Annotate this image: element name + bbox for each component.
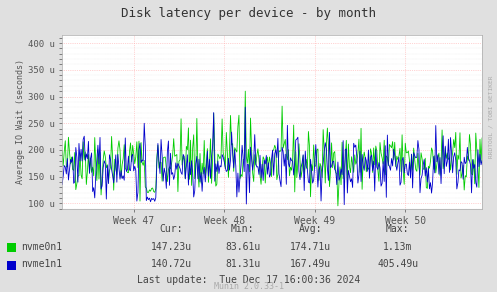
Text: 140.72u: 140.72u [151,259,192,269]
Text: Max:: Max: [386,224,410,234]
Text: nvme1n1: nvme1n1 [21,259,62,269]
Text: Last update:  Tue Dec 17 16:00:36 2024: Last update: Tue Dec 17 16:00:36 2024 [137,275,360,285]
Text: RRDTOOL / TOBI OETIKER: RRDTOOL / TOBI OETIKER [488,76,493,158]
Text: Avg:: Avg: [299,224,323,234]
Text: nvme0n1: nvme0n1 [21,242,62,252]
Text: Min:: Min: [231,224,254,234]
Text: 81.31u: 81.31u [225,259,260,269]
Text: Cur:: Cur: [160,224,183,234]
Text: 405.49u: 405.49u [377,259,418,269]
Text: 174.71u: 174.71u [290,242,331,252]
Text: 167.49u: 167.49u [290,259,331,269]
Text: 83.61u: 83.61u [225,242,260,252]
Text: 147.23u: 147.23u [151,242,192,252]
Y-axis label: Average IO Wait (seconds): Average IO Wait (seconds) [16,59,25,185]
Text: Munin 2.0.33-1: Munin 2.0.33-1 [214,281,283,291]
Text: Disk latency per device - by month: Disk latency per device - by month [121,7,376,20]
Text: 1.13m: 1.13m [383,242,413,252]
